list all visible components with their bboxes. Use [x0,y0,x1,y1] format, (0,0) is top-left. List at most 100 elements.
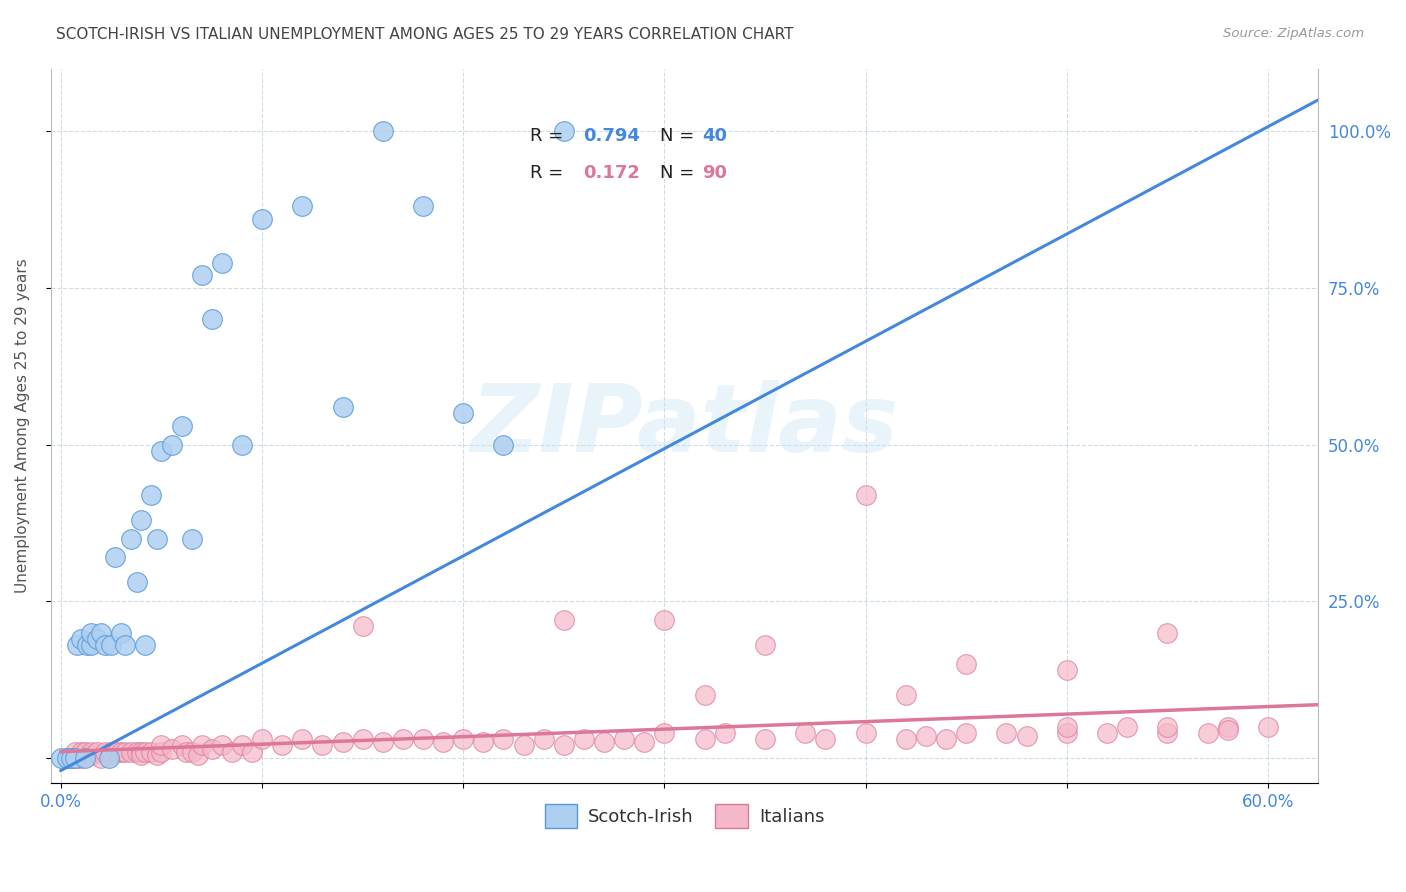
Point [73,751,96,765]
Point [894,732,917,747]
Point [56,751,79,765]
Point [150,745,173,759]
Text: R =: R = [530,164,568,182]
Point [1257,720,1279,734]
Point [512,739,534,753]
Point [127,575,149,590]
Point [80,625,103,640]
Point [231,739,253,753]
Point [1056,720,1078,734]
Point [1056,726,1078,740]
Point [211,739,233,753]
Point [70,745,93,759]
Point [120,745,142,759]
Point [190,268,212,283]
Point [180,532,202,546]
Point [56,751,79,765]
Point [146,532,169,546]
Point [134,745,156,759]
Point [250,732,273,747]
Point [131,747,153,762]
Text: SCOTCH-IRISH VS ITALIAN UNEMPLOYMENT AMONG AGES 25 TO 29 YEARS CORRELATION CHART: SCOTCH-IRISH VS ITALIAN UNEMPLOYMENT AMO… [56,27,794,42]
Point [291,199,314,213]
Legend: Scotch-Irish, Italians: Scotch-Irish, Italians [537,797,831,835]
Point [451,406,474,420]
Point [80,745,103,759]
Point [894,688,917,702]
Point [160,741,183,756]
Point [131,745,153,759]
Point [995,726,1018,740]
Point [170,418,193,433]
Point [814,732,837,747]
Point [352,732,374,747]
Point [955,726,977,740]
Point [70,751,93,765]
Point [201,312,224,326]
Point [855,726,877,740]
Point [472,735,495,749]
Point [412,732,434,747]
Point [120,532,142,546]
Point [693,688,716,702]
Point [174,745,197,759]
Y-axis label: Unemployment Among Ages 25 to 29 years: Unemployment Among Ages 25 to 29 years [15,259,30,593]
Point [70,632,93,646]
Point [1156,726,1178,740]
Point [160,437,183,451]
Text: R =: R = [530,128,568,145]
Point [100,745,122,759]
Point [211,256,233,270]
Point [352,619,374,633]
Point [221,745,243,759]
Text: 0.794: 0.794 [583,128,640,145]
Point [654,613,676,627]
Point [100,638,122,652]
Point [63,751,86,765]
Point [100,747,122,762]
Point [134,638,156,652]
Point [114,745,136,759]
Text: Source: ZipAtlas.com: Source: ZipAtlas.com [1223,27,1364,40]
Point [593,735,616,749]
Point [76,638,98,652]
Point [98,751,121,765]
Point [572,732,595,747]
Point [754,732,776,747]
Point [332,735,354,749]
Point [332,400,354,414]
Text: 40: 40 [703,128,728,145]
Point [1216,720,1239,734]
Point [66,751,89,765]
Point [141,745,163,759]
Point [59,751,82,765]
Point [104,550,127,565]
Point [80,747,103,762]
Point [553,124,575,138]
Point [553,739,575,753]
Point [110,625,132,640]
Text: N =: N = [661,128,700,145]
Point [180,745,202,759]
Point [432,735,454,749]
Point [533,732,555,747]
Point [794,726,817,740]
Point [141,488,163,502]
Point [150,443,173,458]
Point [105,745,128,759]
Text: ZIPatlas: ZIPatlas [471,380,898,472]
Point [240,745,263,759]
Text: 90: 90 [703,164,728,182]
Text: 0.172: 0.172 [583,164,640,182]
Point [110,745,132,759]
Point [451,732,474,747]
Point [1015,729,1038,743]
Point [250,211,273,226]
Point [131,513,153,527]
Point [150,739,173,753]
Point [492,732,515,747]
Point [1197,726,1219,740]
Point [90,625,112,640]
Point [915,729,938,743]
Point [94,638,117,652]
